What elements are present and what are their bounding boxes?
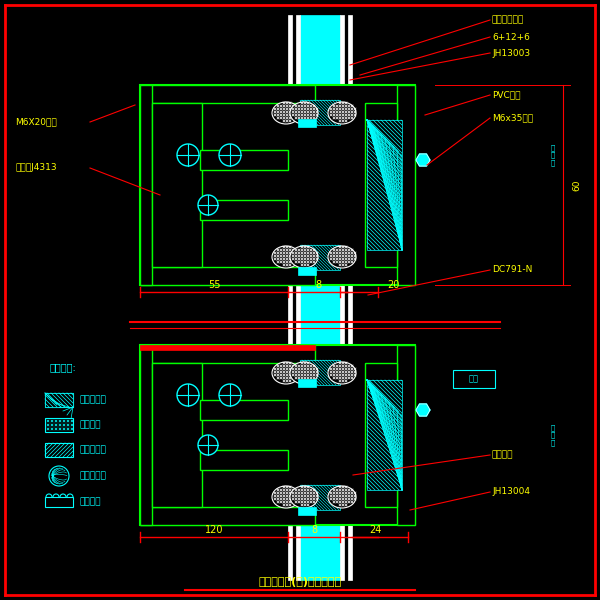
Bar <box>45 497 73 507</box>
Ellipse shape <box>290 102 318 124</box>
Bar <box>300 245 340 270</box>
Text: 室外: 室外 <box>469 374 479 383</box>
Text: 20: 20 <box>387 280 399 290</box>
Text: 55: 55 <box>208 280 220 290</box>
Bar <box>152 103 202 267</box>
Bar <box>45 418 73 432</box>
Circle shape <box>219 144 241 166</box>
Bar <box>397 345 415 525</box>
Polygon shape <box>416 404 430 416</box>
Bar <box>340 15 344 580</box>
Bar <box>140 345 415 525</box>
Bar <box>348 15 352 580</box>
Bar <box>298 267 316 275</box>
Text: 中空强化夹胶: 中空强化夹胶 <box>492 16 524 25</box>
Bar <box>300 485 340 510</box>
Bar <box>140 85 415 285</box>
Ellipse shape <box>328 102 356 124</box>
Text: PVC当铁: PVC当铁 <box>492 91 521 100</box>
Text: DC791-N: DC791-N <box>492 265 532 275</box>
Polygon shape <box>416 154 430 166</box>
Ellipse shape <box>272 102 300 124</box>
Circle shape <box>177 384 199 406</box>
Bar <box>296 15 300 580</box>
Ellipse shape <box>328 362 356 384</box>
Bar <box>140 267 315 285</box>
Text: 120: 120 <box>205 525 223 535</box>
Text: 某明框幕墙(一)垂直节点图: 某明框幕墙(一)垂直节点图 <box>259 577 341 587</box>
Ellipse shape <box>272 362 300 384</box>
Bar <box>200 150 288 170</box>
Circle shape <box>49 466 69 486</box>
Text: 材料说明:: 材料说明: <box>50 362 77 372</box>
Ellipse shape <box>328 246 356 268</box>
Text: JH13003: JH13003 <box>492 49 530 58</box>
Bar <box>298 507 316 515</box>
Bar <box>288 15 292 580</box>
Text: 8: 8 <box>311 525 317 535</box>
Text: 室
内
千: 室 内 千 <box>551 144 555 166</box>
Bar <box>45 443 73 457</box>
Bar <box>140 345 315 363</box>
Circle shape <box>198 435 218 455</box>
Text: 嵌封胶条: 嵌封胶条 <box>492 451 514 460</box>
Bar <box>365 363 397 507</box>
Bar <box>140 507 315 525</box>
Bar <box>140 85 152 285</box>
Bar <box>45 393 73 407</box>
Bar <box>140 85 315 103</box>
Bar <box>397 85 415 285</box>
Ellipse shape <box>290 246 318 268</box>
Text: JH13004: JH13004 <box>492 487 530 497</box>
Text: 泡沫填充棒: 泡沫填充棒 <box>80 472 107 481</box>
Text: 6+12+6: 6+12+6 <box>492 32 530 41</box>
Ellipse shape <box>328 486 356 508</box>
Bar <box>298 379 316 387</box>
Ellipse shape <box>272 246 300 268</box>
Bar <box>365 103 397 267</box>
Text: 60: 60 <box>572 179 581 191</box>
Bar <box>152 363 202 507</box>
Text: M6X20螺钉: M6X20螺钉 <box>15 118 57 127</box>
Bar <box>300 100 340 125</box>
Bar <box>298 119 316 127</box>
Ellipse shape <box>272 486 300 508</box>
Bar <box>367 120 402 250</box>
Ellipse shape <box>290 486 318 508</box>
Text: M6x35螺钉: M6x35螺钉 <box>492 113 533 122</box>
Text: 铝角码J4313: 铝角码J4313 <box>15 163 56 173</box>
Text: 双面胶粘: 双面胶粘 <box>80 421 101 430</box>
Circle shape <box>198 195 218 215</box>
Text: 结构密封胶: 结构密封胶 <box>80 395 107 404</box>
Bar <box>200 450 288 470</box>
Bar <box>300 15 340 580</box>
Bar <box>367 380 402 490</box>
Text: 室
内
千: 室 内 千 <box>551 424 555 446</box>
Bar <box>200 400 288 420</box>
Text: 24: 24 <box>369 525 381 535</box>
Text: 耐候密封胶: 耐候密封胶 <box>80 445 107 455</box>
Bar <box>300 360 340 385</box>
Ellipse shape <box>290 362 318 384</box>
Bar <box>140 345 315 350</box>
Bar <box>140 345 152 525</box>
Bar <box>200 200 288 220</box>
Circle shape <box>219 384 241 406</box>
Text: 嵌封胶条: 嵌封胶条 <box>80 497 101 506</box>
Text: 8: 8 <box>315 280 321 290</box>
Bar <box>453 370 495 388</box>
Bar <box>45 393 73 407</box>
Circle shape <box>177 144 199 166</box>
